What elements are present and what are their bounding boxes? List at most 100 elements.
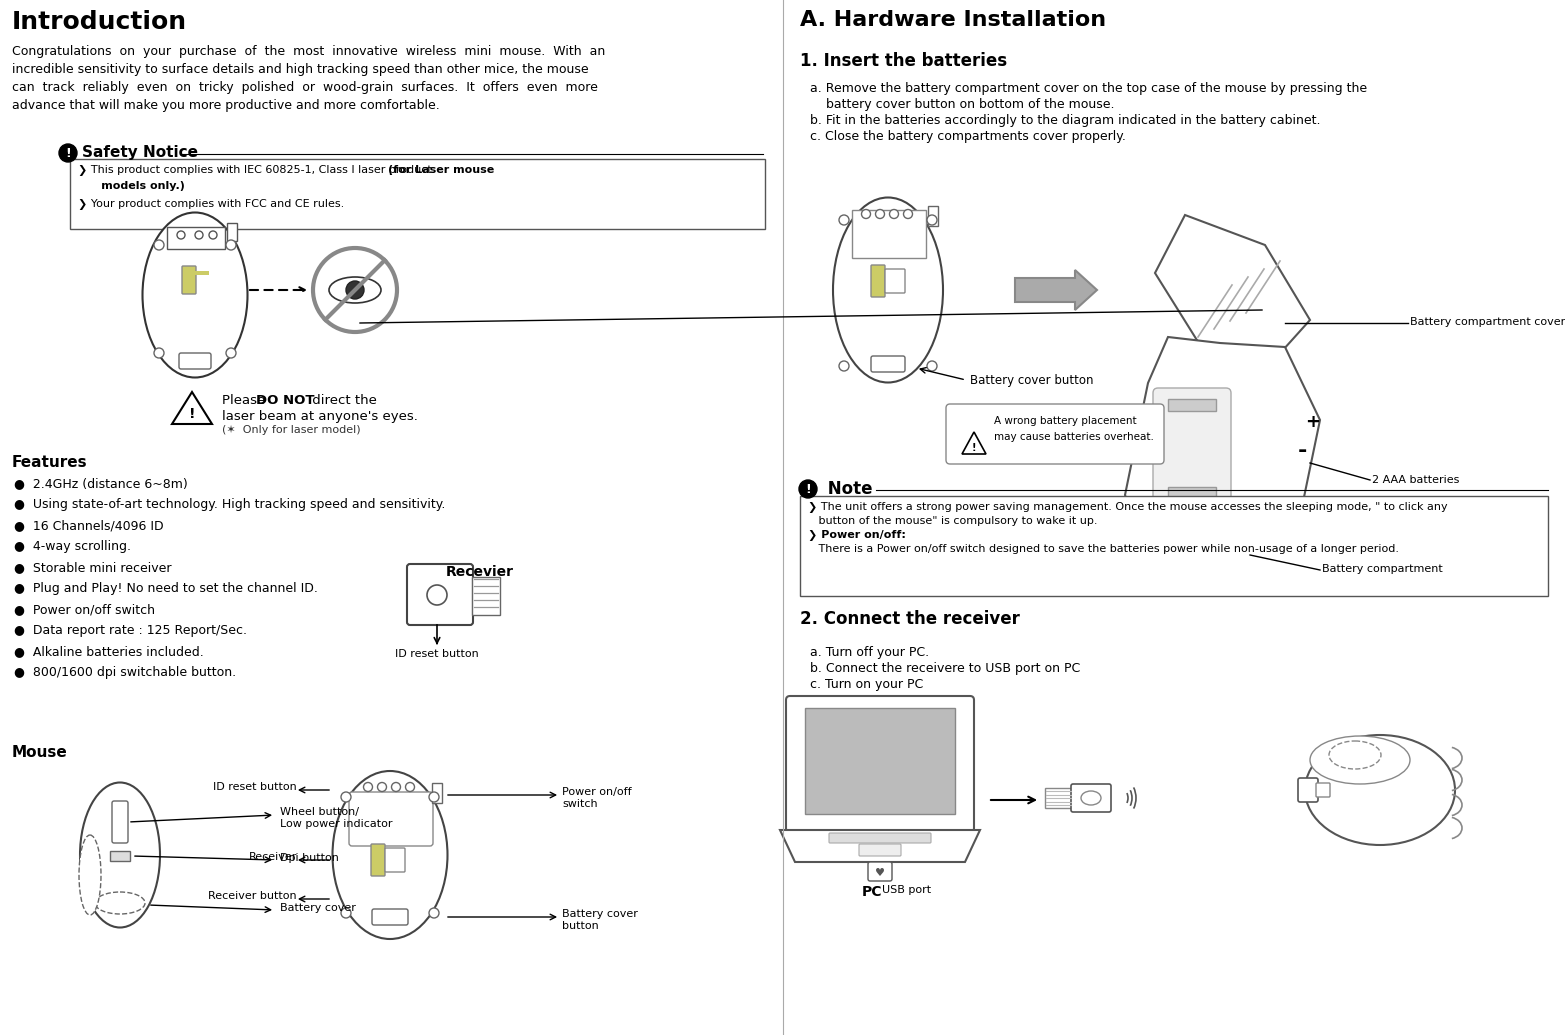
Circle shape: [341, 792, 351, 802]
Text: Battery cover
button: Battery cover button: [562, 909, 639, 930]
Text: Power on/off
switch: Power on/off switch: [562, 787, 632, 808]
Text: ❯ The unit offers a strong power saving management. Once the mouse accesses the : ❯ The unit offers a strong power saving …: [808, 502, 1448, 513]
FancyBboxPatch shape: [178, 353, 211, 369]
FancyArrow shape: [1016, 270, 1097, 310]
Circle shape: [313, 248, 398, 332]
Polygon shape: [172, 392, 211, 424]
Text: -: -: [1297, 441, 1307, 461]
Circle shape: [59, 144, 77, 162]
Text: DO NOT: DO NOT: [257, 394, 315, 407]
Ellipse shape: [1310, 736, 1410, 783]
Bar: [167, 227, 225, 249]
Text: ●  Storable mini receiver: ● Storable mini receiver: [14, 561, 172, 574]
Text: a. Turn off your PC.: a. Turn off your PC.: [811, 646, 930, 659]
Polygon shape: [1125, 337, 1319, 595]
FancyBboxPatch shape: [1153, 388, 1232, 510]
FancyBboxPatch shape: [1316, 783, 1330, 797]
Text: ●  2.4GHz (distance 6~8m): ● 2.4GHz (distance 6~8m): [14, 477, 188, 490]
Text: may cause batteries overheat.: may cause batteries overheat.: [994, 432, 1153, 442]
Bar: [928, 206, 937, 226]
Circle shape: [903, 209, 912, 218]
FancyBboxPatch shape: [407, 564, 473, 625]
FancyBboxPatch shape: [70, 159, 765, 229]
FancyBboxPatch shape: [372, 909, 408, 925]
Bar: [432, 783, 441, 803]
Text: ❯ This product complies with IEC 60825-1, Class I laser product.: ❯ This product complies with IEC 60825-1…: [78, 165, 443, 176]
Circle shape: [875, 209, 884, 218]
Circle shape: [839, 361, 848, 371]
Circle shape: [405, 782, 415, 792]
Circle shape: [800, 480, 817, 498]
Text: Safety Notice: Safety Notice: [81, 145, 199, 160]
FancyBboxPatch shape: [945, 404, 1164, 464]
Bar: [473, 576, 499, 615]
Text: Note: Note: [822, 480, 873, 498]
FancyBboxPatch shape: [859, 844, 901, 856]
FancyBboxPatch shape: [872, 356, 905, 372]
Text: Please: Please: [222, 394, 269, 407]
Text: 1. Insert the batteries: 1. Insert the batteries: [800, 52, 1008, 70]
FancyBboxPatch shape: [385, 848, 405, 873]
FancyBboxPatch shape: [1070, 783, 1111, 812]
Text: ●  Data report rate : 125 Report/Sec.: ● Data report rate : 125 Report/Sec.: [14, 624, 247, 637]
Ellipse shape: [80, 782, 160, 927]
Text: ID reset button: ID reset button: [394, 649, 479, 659]
Text: 2 AAA batteries: 2 AAA batteries: [1373, 475, 1460, 485]
Text: Receiver: Receiver: [249, 852, 297, 862]
Ellipse shape: [1305, 735, 1455, 845]
Circle shape: [225, 348, 236, 358]
Text: Congratulations  on  your  purchase  of  the  most  innovative  wireless  mini  : Congratulations on your purchase of the …: [13, 45, 606, 58]
Text: a. Remove the battery compartment cover on the top case of the mouse by pressing: a. Remove the battery compartment cover …: [811, 82, 1368, 95]
Bar: [227, 223, 236, 241]
Bar: [851, 210, 926, 258]
Ellipse shape: [1081, 791, 1102, 805]
Text: Introduction: Introduction: [13, 10, 188, 34]
FancyBboxPatch shape: [182, 266, 196, 294]
Text: Wheel button/
Low power indicator: Wheel button/ Low power indicator: [280, 807, 393, 829]
Text: Receiver button: Receiver button: [208, 891, 297, 901]
FancyBboxPatch shape: [1297, 778, 1318, 802]
Text: !: !: [189, 407, 196, 421]
Bar: [1167, 487, 1216, 499]
Text: ID reset button: ID reset button: [213, 782, 297, 792]
Ellipse shape: [142, 212, 247, 378]
FancyBboxPatch shape: [786, 696, 973, 832]
Circle shape: [210, 231, 218, 239]
Text: ●  Using state-of-art technology. High tracking speed and sensitivity.: ● Using state-of-art technology. High tr…: [14, 498, 446, 511]
Text: ❯ Your product complies with FCC and CE rules.: ❯ Your product complies with FCC and CE …: [78, 199, 344, 210]
Text: Battery cover: Battery cover: [280, 903, 355, 913]
Ellipse shape: [833, 198, 944, 383]
Circle shape: [225, 240, 236, 250]
Text: ♥: ♥: [875, 868, 884, 878]
Bar: [804, 708, 955, 814]
Text: advance that will make you more productive and more comfortable.: advance that will make you more producti…: [13, 99, 440, 112]
FancyBboxPatch shape: [349, 792, 434, 846]
Circle shape: [427, 585, 448, 605]
FancyBboxPatch shape: [872, 265, 884, 297]
Text: b. Fit in the batteries accordingly to the diagram indicated in the battery cabi: b. Fit in the batteries accordingly to t…: [811, 114, 1321, 127]
FancyBboxPatch shape: [371, 844, 385, 876]
FancyBboxPatch shape: [113, 801, 128, 842]
Circle shape: [861, 209, 870, 218]
FancyBboxPatch shape: [829, 833, 931, 842]
Text: Features: Features: [13, 455, 88, 470]
Text: Recevier: Recevier: [446, 565, 513, 579]
Circle shape: [429, 792, 440, 802]
Text: !: !: [66, 147, 70, 160]
Circle shape: [377, 782, 387, 792]
Text: ●  Alkaline batteries included.: ● Alkaline batteries included.: [14, 645, 203, 658]
Circle shape: [429, 908, 440, 918]
Bar: [1167, 400, 1216, 411]
Text: Dpi button: Dpi button: [280, 853, 340, 863]
Circle shape: [926, 215, 937, 225]
Text: ●  Power on/off switch: ● Power on/off switch: [14, 603, 155, 616]
Text: incredible sensitivity to surface details and high tracking speed than other mic: incredible sensitivity to surface detail…: [13, 63, 588, 76]
Circle shape: [153, 348, 164, 358]
Text: There is a Power on/off switch designed to save the batteries power while non-us: There is a Power on/off switch designed …: [808, 544, 1399, 554]
FancyBboxPatch shape: [869, 862, 892, 881]
Text: A. Hardware Installation: A. Hardware Installation: [800, 10, 1106, 30]
Text: (✶  Only for laser model): (✶ Only for laser model): [222, 425, 360, 435]
Bar: [196, 271, 210, 275]
Text: +: +: [1305, 413, 1319, 431]
Text: ●  16 Channels/4096 ID: ● 16 Channels/4096 ID: [14, 519, 164, 532]
